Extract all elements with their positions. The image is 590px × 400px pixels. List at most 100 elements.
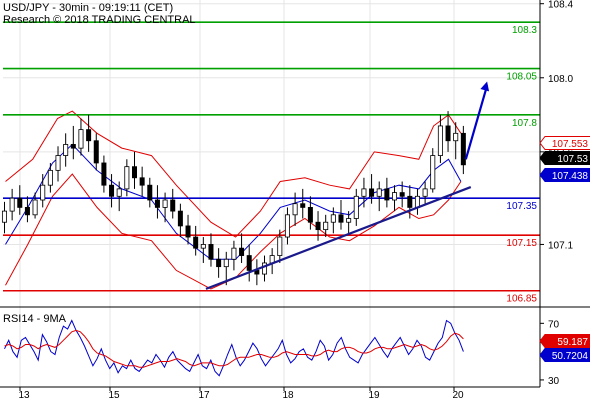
price-badge-ma-box xyxy=(539,168,590,182)
candle-body xyxy=(323,221,329,231)
candle-body xyxy=(437,125,443,156)
price-badge-upper-band-box xyxy=(539,136,590,150)
chart-title: USD/JPY - 30min - 09:19:11 (CET) xyxy=(3,2,174,14)
candle-body xyxy=(445,125,451,142)
price-axis-label: 108.4 xyxy=(548,0,573,11)
level-label-106.85: 106.85 xyxy=(506,294,537,305)
candle-body xyxy=(200,244,206,249)
candle-body xyxy=(47,169,53,186)
rsi-badge-ma-box xyxy=(539,334,590,348)
candle-body xyxy=(414,195,420,208)
bollinger-lower-line xyxy=(5,173,462,290)
candle-body xyxy=(63,144,69,156)
level-label-108.3: 108.3 xyxy=(512,25,537,36)
candle-body xyxy=(422,188,428,197)
candle-body xyxy=(346,218,352,223)
time-axis-label: 18 xyxy=(282,390,294,400)
forecast-arrow-head-icon xyxy=(480,81,490,92)
candle-body xyxy=(407,195,413,208)
candle-body xyxy=(1,210,7,223)
rsi-badge-ma: 59.187 xyxy=(557,337,588,348)
candle-body xyxy=(170,199,176,212)
time-axis-label: 19 xyxy=(368,390,380,400)
candle-body xyxy=(40,184,46,201)
candle-body xyxy=(86,129,92,142)
candle-body xyxy=(154,199,160,208)
candle-body xyxy=(101,162,107,186)
rsi_ma-line xyxy=(4,329,464,368)
candle-body xyxy=(177,210,183,227)
forecast-arrow-line xyxy=(464,85,489,160)
candle-body xyxy=(185,225,191,238)
candle-body xyxy=(392,192,398,201)
candle-body xyxy=(262,262,268,275)
candle-body xyxy=(338,214,344,223)
candle-body xyxy=(162,199,168,208)
trend-lines xyxy=(205,81,490,290)
candle-body xyxy=(315,221,321,231)
time-axis-label: 13 xyxy=(18,390,30,400)
bollinger-upper-line xyxy=(5,110,462,238)
price-axis-label: 108.0 xyxy=(548,74,573,85)
candle-body xyxy=(193,236,199,249)
price-axis-label: 107.1 xyxy=(548,240,573,251)
candle-body xyxy=(300,203,306,208)
candle-body xyxy=(284,214,290,238)
rsi-axis-label: 30 xyxy=(548,376,560,387)
price-badge-last: 107.53 xyxy=(557,154,588,165)
time-axis-label: 17 xyxy=(198,390,210,400)
candle-body xyxy=(116,188,122,197)
candle-body xyxy=(70,144,76,149)
candle-body xyxy=(376,188,382,197)
candle-body xyxy=(32,199,38,216)
candle-body xyxy=(124,166,130,190)
candle-body xyxy=(139,177,145,186)
candle-body xyxy=(93,140,99,164)
candle-body xyxy=(369,188,375,197)
price-candles xyxy=(1,111,466,286)
candle-body xyxy=(361,188,367,197)
level-label-108.05: 108.05 xyxy=(506,72,537,83)
time-axis-label: 15 xyxy=(108,390,120,400)
price-badge-last-box xyxy=(539,151,590,165)
candle-body xyxy=(246,255,252,271)
chart-grid xyxy=(3,0,540,387)
candle-body xyxy=(307,207,313,223)
candle-body xyxy=(330,214,336,223)
candle-body xyxy=(55,155,61,171)
level-label-107.8: 107.8 xyxy=(512,118,537,129)
candle-body xyxy=(109,184,115,197)
price-badge-ma: 107.438 xyxy=(552,171,589,182)
candle-body xyxy=(9,197,15,212)
rsi-title: RSI14 - 9MA xyxy=(3,313,66,325)
candle-body xyxy=(208,244,214,260)
rsi-line xyxy=(4,319,464,377)
candle-body xyxy=(239,247,245,256)
candle-body xyxy=(131,166,137,179)
candle-body xyxy=(78,129,84,149)
rsi-axis-label: 70 xyxy=(548,319,560,330)
candle-body xyxy=(24,207,30,216)
rsi-badge-rsi: 50.7204 xyxy=(552,351,589,362)
rsi-panel xyxy=(4,319,464,377)
candle-body xyxy=(223,258,229,268)
candle-body xyxy=(430,155,436,190)
moving-average-line xyxy=(5,143,462,260)
candle-body xyxy=(292,203,298,216)
price-badge-upper-band: 107.553 xyxy=(552,139,589,150)
rsi-badge-rsi-box xyxy=(539,348,590,362)
uptrend-line xyxy=(205,186,472,290)
candle-body xyxy=(277,236,283,256)
chart-copyright: Research © 2018 TRADING CENTRAL xyxy=(3,14,196,26)
candle-body xyxy=(17,197,23,208)
level-label-107.15: 107.15 xyxy=(506,238,537,249)
level-label-107.35: 107.35 xyxy=(506,201,537,212)
candle-body xyxy=(384,188,390,201)
candle-body xyxy=(399,192,405,197)
support-resistance-levels: 108.3 108.05 107.8 107.35 107.15 106.85 xyxy=(3,21,540,305)
candle-body xyxy=(460,132,466,166)
candle-body xyxy=(147,184,153,201)
candle-body xyxy=(453,132,459,142)
